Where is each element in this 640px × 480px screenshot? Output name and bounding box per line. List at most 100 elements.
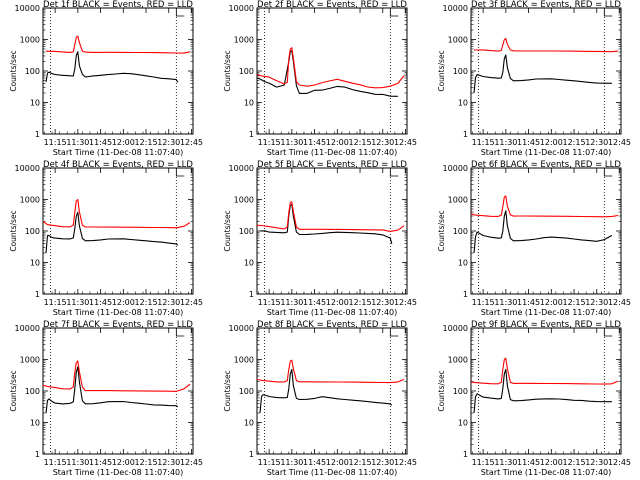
y-axis: 1 10 100 1000 10000 (15, 164, 193, 299)
x-tick-label: 12:00 (112, 298, 135, 307)
y-axis: 1 10 100 1000 10000 (443, 164, 621, 299)
y-axis: 1 10 100 1000 10000 (443, 324, 621, 459)
y-tick-label: 1000 (234, 356, 254, 365)
x-axis: 11:15 11:30 11:45 12:00 12:15 12:30 12:45 (472, 8, 631, 147)
x-tick-label: 12:15 (134, 138, 157, 147)
x-tick-label: 11:30 (494, 298, 517, 307)
x-tick-label: 11:45 (517, 298, 540, 307)
detector-panel-7: Det 7f BLACK = Events, RED = LLD 1 10 100 10… (9, 320, 203, 477)
x-tick-label: 12:15 (134, 458, 157, 467)
x-tick-label: 11:15 (472, 458, 495, 467)
x-tick-label: 11:30 (280, 298, 303, 307)
y-tick-label: 10 (244, 99, 254, 108)
x-tick-label: 12:00 (540, 138, 563, 147)
detector-panel-6: Det 6f BLACK = Events, RED = LLD 1 10 100 10… (437, 160, 631, 317)
y-tick-label: 1000 (448, 356, 468, 365)
x-axis: 11:15 11:30 11:45 12:00 12:15 12:30 12:45 (258, 168, 417, 307)
x-tick-label: 12:15 (562, 298, 585, 307)
y-tick-label: 10000 (15, 324, 40, 333)
panel-title: Det 3f BLACK = Events, RED = LLD (471, 0, 621, 10)
x-axis-label: Start Time (11-Dec-08 11:07:40) (53, 148, 184, 157)
x-tick-label: 12:45 (180, 138, 203, 147)
y-axis-label: Counts/sec (9, 370, 18, 411)
panel-title: Det 7f BLACK = Events, RED = LLD (43, 320, 193, 330)
y-tick-label: 1 (35, 450, 40, 459)
x-tick-label: 11:45 (89, 298, 112, 307)
x-axis-label: Start Time (11-Dec-08 11:07:40) (267, 468, 398, 477)
events-series-line (259, 203, 393, 244)
y-tick-label: 10 (30, 259, 40, 268)
y-tick-label: 1 (463, 130, 468, 139)
events-series-line (473, 368, 612, 414)
x-tick-label: 12:45 (608, 138, 631, 147)
y-tick-label: 1 (249, 450, 254, 459)
panel-title: Det 6f BLACK = Events, RED = LLD (471, 160, 621, 170)
x-tick-label: 12:00 (112, 458, 135, 467)
y-axis: 1 10 100 1000 10000 (443, 4, 621, 139)
detector-panel-4: Det 4f BLACK = Events, RED = LLD 1 10 100 10… (9, 160, 203, 317)
y-tick-label: 100 (239, 227, 254, 236)
panel-title: Det 2f BLACK = Events, RED = LLD (257, 0, 407, 10)
x-tick-label: 12:00 (112, 138, 135, 147)
interval-bracket (389, 328, 399, 337)
x-axis: 11:15 11:30 11:45 12:00 12:15 12:30 12:45 (44, 8, 203, 147)
events-series-line (256, 49, 398, 97)
x-tick-label: 12:15 (562, 458, 585, 467)
x-axis: 11:15 11:30 11:45 12:00 12:15 12:30 12:45 (258, 8, 417, 147)
x-tick-label: 11:15 (258, 458, 281, 467)
x-tick-label: 12:15 (562, 138, 585, 147)
detector-panel-8: Det 8f BLACK = Events, RED = LLD 1 10 100 10… (223, 320, 417, 477)
y-tick-label: 100 (25, 67, 40, 76)
x-tick-label: 11:15 (472, 138, 495, 147)
plot-frame (470, 167, 622, 295)
x-tick-label: 11:15 (44, 458, 67, 467)
x-tick-label: 12:30 (157, 458, 180, 467)
y-axis-label: Counts/sec (223, 210, 232, 251)
x-tick-label: 11:45 (303, 298, 326, 307)
y-axis: 1 10 100 1000 10000 (15, 4, 193, 139)
lld-series-line (256, 201, 405, 232)
y-tick-label: 100 (25, 227, 40, 236)
x-axis-label: Start Time (11-Dec-08 11:07:40) (481, 148, 612, 157)
y-tick-label: 100 (239, 387, 254, 396)
y-axis-label: Counts/sec (223, 370, 232, 411)
y-tick-label: 100 (25, 387, 40, 396)
interval-bracket (175, 168, 185, 177)
x-tick-label: 12:45 (608, 298, 631, 307)
y-axis: 1 10 100 1000 10000 (15, 324, 193, 459)
y-tick-label: 1000 (448, 36, 468, 45)
x-tick-label: 12:30 (157, 138, 180, 147)
x-axis: 11:15 11:30 11:45 12:00 12:15 12:30 12:45 (472, 168, 631, 307)
y-axis-label: Counts/sec (9, 210, 18, 251)
lld-series-line (473, 37, 619, 53)
detector-panel-9: Det 9f BLACK = Events, RED = LLD 1 10 100 10… (437, 320, 631, 477)
y-tick-label: 100 (239, 67, 254, 76)
events-series-line (45, 211, 179, 254)
x-tick-label: 11:30 (280, 138, 303, 147)
interval-bracket (603, 328, 613, 337)
x-tick-label: 11:30 (494, 138, 517, 147)
x-tick-label: 11:15 (258, 138, 281, 147)
y-tick-label: 10 (458, 259, 468, 268)
y-tick-label: 1 (463, 290, 468, 299)
x-tick-label: 11:30 (494, 458, 517, 467)
plot-frame (256, 167, 408, 295)
x-tick-label: 11:30 (280, 458, 303, 467)
x-tick-label: 12:15 (134, 298, 157, 307)
y-axis-label: Counts/sec (223, 50, 232, 91)
x-tick-label: 12:30 (157, 298, 180, 307)
x-tick-label: 12:15 (348, 138, 371, 147)
y-axis: 1 10 100 1000 10000 (229, 164, 407, 299)
y-tick-label: 1 (35, 290, 40, 299)
interval-bracket (603, 168, 613, 177)
lld-series-line (470, 195, 619, 218)
y-tick-label: 10000 (229, 324, 254, 333)
y-tick-label: 10000 (15, 4, 40, 13)
y-tick-label: 10 (458, 419, 468, 428)
lld-series-line (470, 357, 619, 385)
y-tick-label: 10000 (229, 4, 254, 13)
x-tick-label: 12:30 (371, 138, 394, 147)
plot-frame (42, 167, 194, 295)
lld-series-line (42, 198, 191, 229)
panel-title: Det 4f BLACK = Events, RED = LLD (43, 160, 193, 170)
